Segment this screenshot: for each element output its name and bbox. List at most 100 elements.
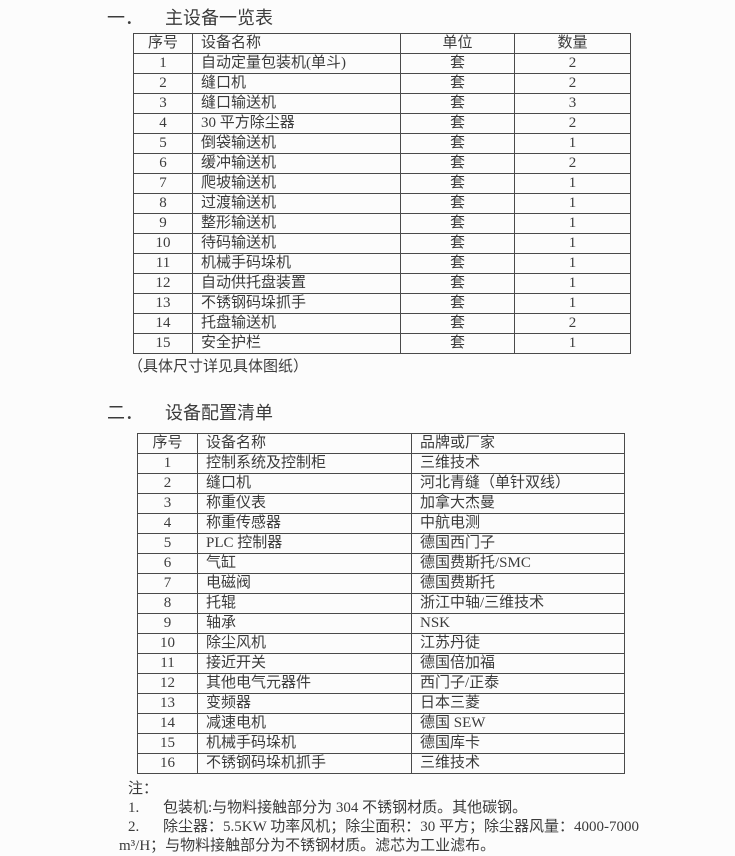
table-cell: 15 [137, 733, 198, 754]
table-cell: 12 [137, 673, 198, 694]
table-cell: 2 [514, 153, 631, 174]
table-row: 5 PLC 控制器 德国西门子 [137, 533, 625, 554]
table-row: 3 称重仪表 加拿大杰曼 [137, 493, 625, 514]
table-cell: 安全护栏 [192, 333, 401, 354]
table-cell: 1 [514, 253, 631, 274]
table-cell: 11 [133, 253, 193, 274]
table-cell: 1 [137, 453, 198, 474]
table-row: 9 轴承 NSK [137, 613, 625, 634]
table-cell: 9 [133, 213, 193, 234]
table-cell: 德国倍加福 [411, 653, 625, 674]
table-row: 1 自动定量包装机(单斗) 套 2 [133, 53, 631, 74]
column-header: 序号 [137, 433, 198, 454]
table-cell: 倒袋输送机 [192, 133, 401, 154]
table-row: 1 控制系统及控制柜 三维技术 [137, 453, 625, 474]
notes: 注： 1. 包装机:与物料接触部分为 304 不锈钢材质。其他碳钢。 2. 除尘器：… [119, 780, 735, 856]
section1-heading: 一． 主设备一览表 [107, 0, 735, 28]
table-cell: 9 [137, 613, 198, 634]
table-row: 12 自动供托盘装置套 1 [133, 273, 631, 294]
table-cell: 套 [400, 273, 515, 294]
table-cell: 变频器 [197, 693, 412, 714]
column-header: 单位 [400, 33, 515, 54]
table-cell: 4 [137, 513, 198, 534]
table-cell: 套 [400, 213, 515, 234]
table-cell: 托辊 [197, 593, 412, 614]
column-header: 序号 [133, 33, 193, 54]
table-cell: 中航电测 [411, 513, 625, 534]
table-row: 10 除尘风机 江苏丹徒 [137, 633, 625, 654]
table-row: 10 待码输送机套 1 [133, 233, 631, 254]
table-cell: 三维技术 [411, 753, 625, 774]
table-cell: 1 [514, 173, 631, 194]
table-cell: 托盘输送机 [192, 313, 401, 334]
table-cell: 德国 SEW [411, 713, 625, 734]
section1-heading-title: 主设备一览表 [165, 8, 273, 28]
table-cell: 日本三菱 [411, 693, 625, 714]
table-cell: 16 [137, 753, 198, 774]
table-cell: 套 [400, 293, 515, 314]
table-cell: 1 [514, 213, 631, 234]
main-equipment-table-head: 序号 设备名称 单位 数量 [133, 33, 631, 54]
table-cell: 1 [514, 193, 631, 214]
table-cell: 3 [514, 93, 631, 114]
table-cell: 河北青缝（单针双线） [411, 473, 625, 494]
table-cell: 12 [133, 273, 193, 294]
table-cell: 10 [133, 233, 193, 254]
column-header: 设备名称 [197, 433, 412, 454]
table-cell: 浙江中轴/三维技术 [411, 593, 625, 614]
note-2-number: 2. [128, 819, 140, 835]
table-cell: 减速电机 [197, 713, 412, 734]
table-row: 16 不锈钢码垛机抓手 三维技术 [137, 753, 625, 774]
table-cell: 1 [514, 333, 631, 354]
table-row: 2 缝口机套 2 [133, 73, 631, 94]
table-cell: 13 [137, 693, 198, 714]
table-cell: 3 [137, 493, 198, 514]
equipment-config-table-body: 1 控制系统及控制柜 三维技术 2 缝口机 河北青缝（单针双线） 3 称重仪表 加拿大杰曼 4 称重… [137, 453, 625, 774]
table-cell: 控制系统及控制柜 [197, 453, 412, 474]
table-cell: 4 [133, 113, 193, 134]
note-item-2-continued: m³/H；与物料接触部分为不锈钢材质。滤芯为工业滤布。 [119, 837, 735, 856]
table-cell: 德国库卡 [411, 733, 625, 754]
table-cell: 6 [137, 553, 198, 574]
table-cell: 套 [400, 93, 515, 114]
table-cell: 30 平方除尘器 [192, 113, 401, 134]
table-cell: 15 [133, 333, 193, 354]
table-row: 15 安全护栏套 1 [133, 333, 631, 354]
table-cell: 套 [400, 153, 515, 174]
table-cell: 缝口机 [192, 73, 401, 94]
table-row: 6 气缸 德国费斯托/SMC [137, 553, 625, 574]
table-cell: 2 [137, 473, 198, 494]
table-row: 13 变频器 日本三菱 [137, 693, 625, 714]
table-cell: 套 [400, 113, 515, 134]
table-row: 7 电磁阀 德国费斯托 [137, 573, 625, 594]
table-cell: 套 [400, 253, 515, 274]
table-row: 12 其他电气元器件 西门子/正泰 [137, 673, 625, 694]
table-cell: 8 [137, 593, 198, 614]
table-cell: 13 [133, 293, 193, 314]
table-cell: 套 [400, 53, 515, 74]
table-header-row: 序号 设备名称 单位 数量 [133, 33, 631, 54]
table-cell: 2 [133, 73, 193, 94]
table-row: 9 整形输送机套 1 [133, 213, 631, 234]
table-cell: 称重传感器 [197, 513, 412, 534]
table-row: 8 托辊 浙江中轴/三维技术 [137, 593, 625, 614]
table-cell: 过渡输送机 [192, 193, 401, 214]
table-cell: 其他电气元器件 [197, 673, 412, 694]
table-cell: 2 [514, 113, 631, 134]
table-cell: NSK [411, 613, 625, 634]
table-row: 8 过渡输送机套 1 [133, 193, 631, 214]
section2-heading: 二． 设备配置清单 [107, 403, 735, 423]
table-cell: 不锈钢码垛机抓手 [197, 753, 412, 774]
table-cell: 机械手码垛机 [197, 733, 412, 754]
table-row: 13 不锈钢码垛抓手套 1 [133, 293, 631, 314]
note-2-text: 除尘器：5.5KW 功率风机；除尘面积：30 平方；除尘器风量：4000-700… [163, 819, 639, 835]
note-item-1: 1. 包装机:与物料接触部分为 304 不锈钢材质。其他碳钢。 [119, 799, 735, 818]
table-cell: 14 [133, 313, 193, 334]
column-header: 品牌或厂家 [411, 433, 625, 454]
table-cell: 1 [514, 273, 631, 294]
column-header: 设备名称 [192, 33, 401, 54]
note-1-number: 1. [128, 800, 140, 816]
table-cell: 缝口机 [197, 473, 412, 494]
table-row: 4 30 平方除尘器套 2 [133, 113, 631, 134]
